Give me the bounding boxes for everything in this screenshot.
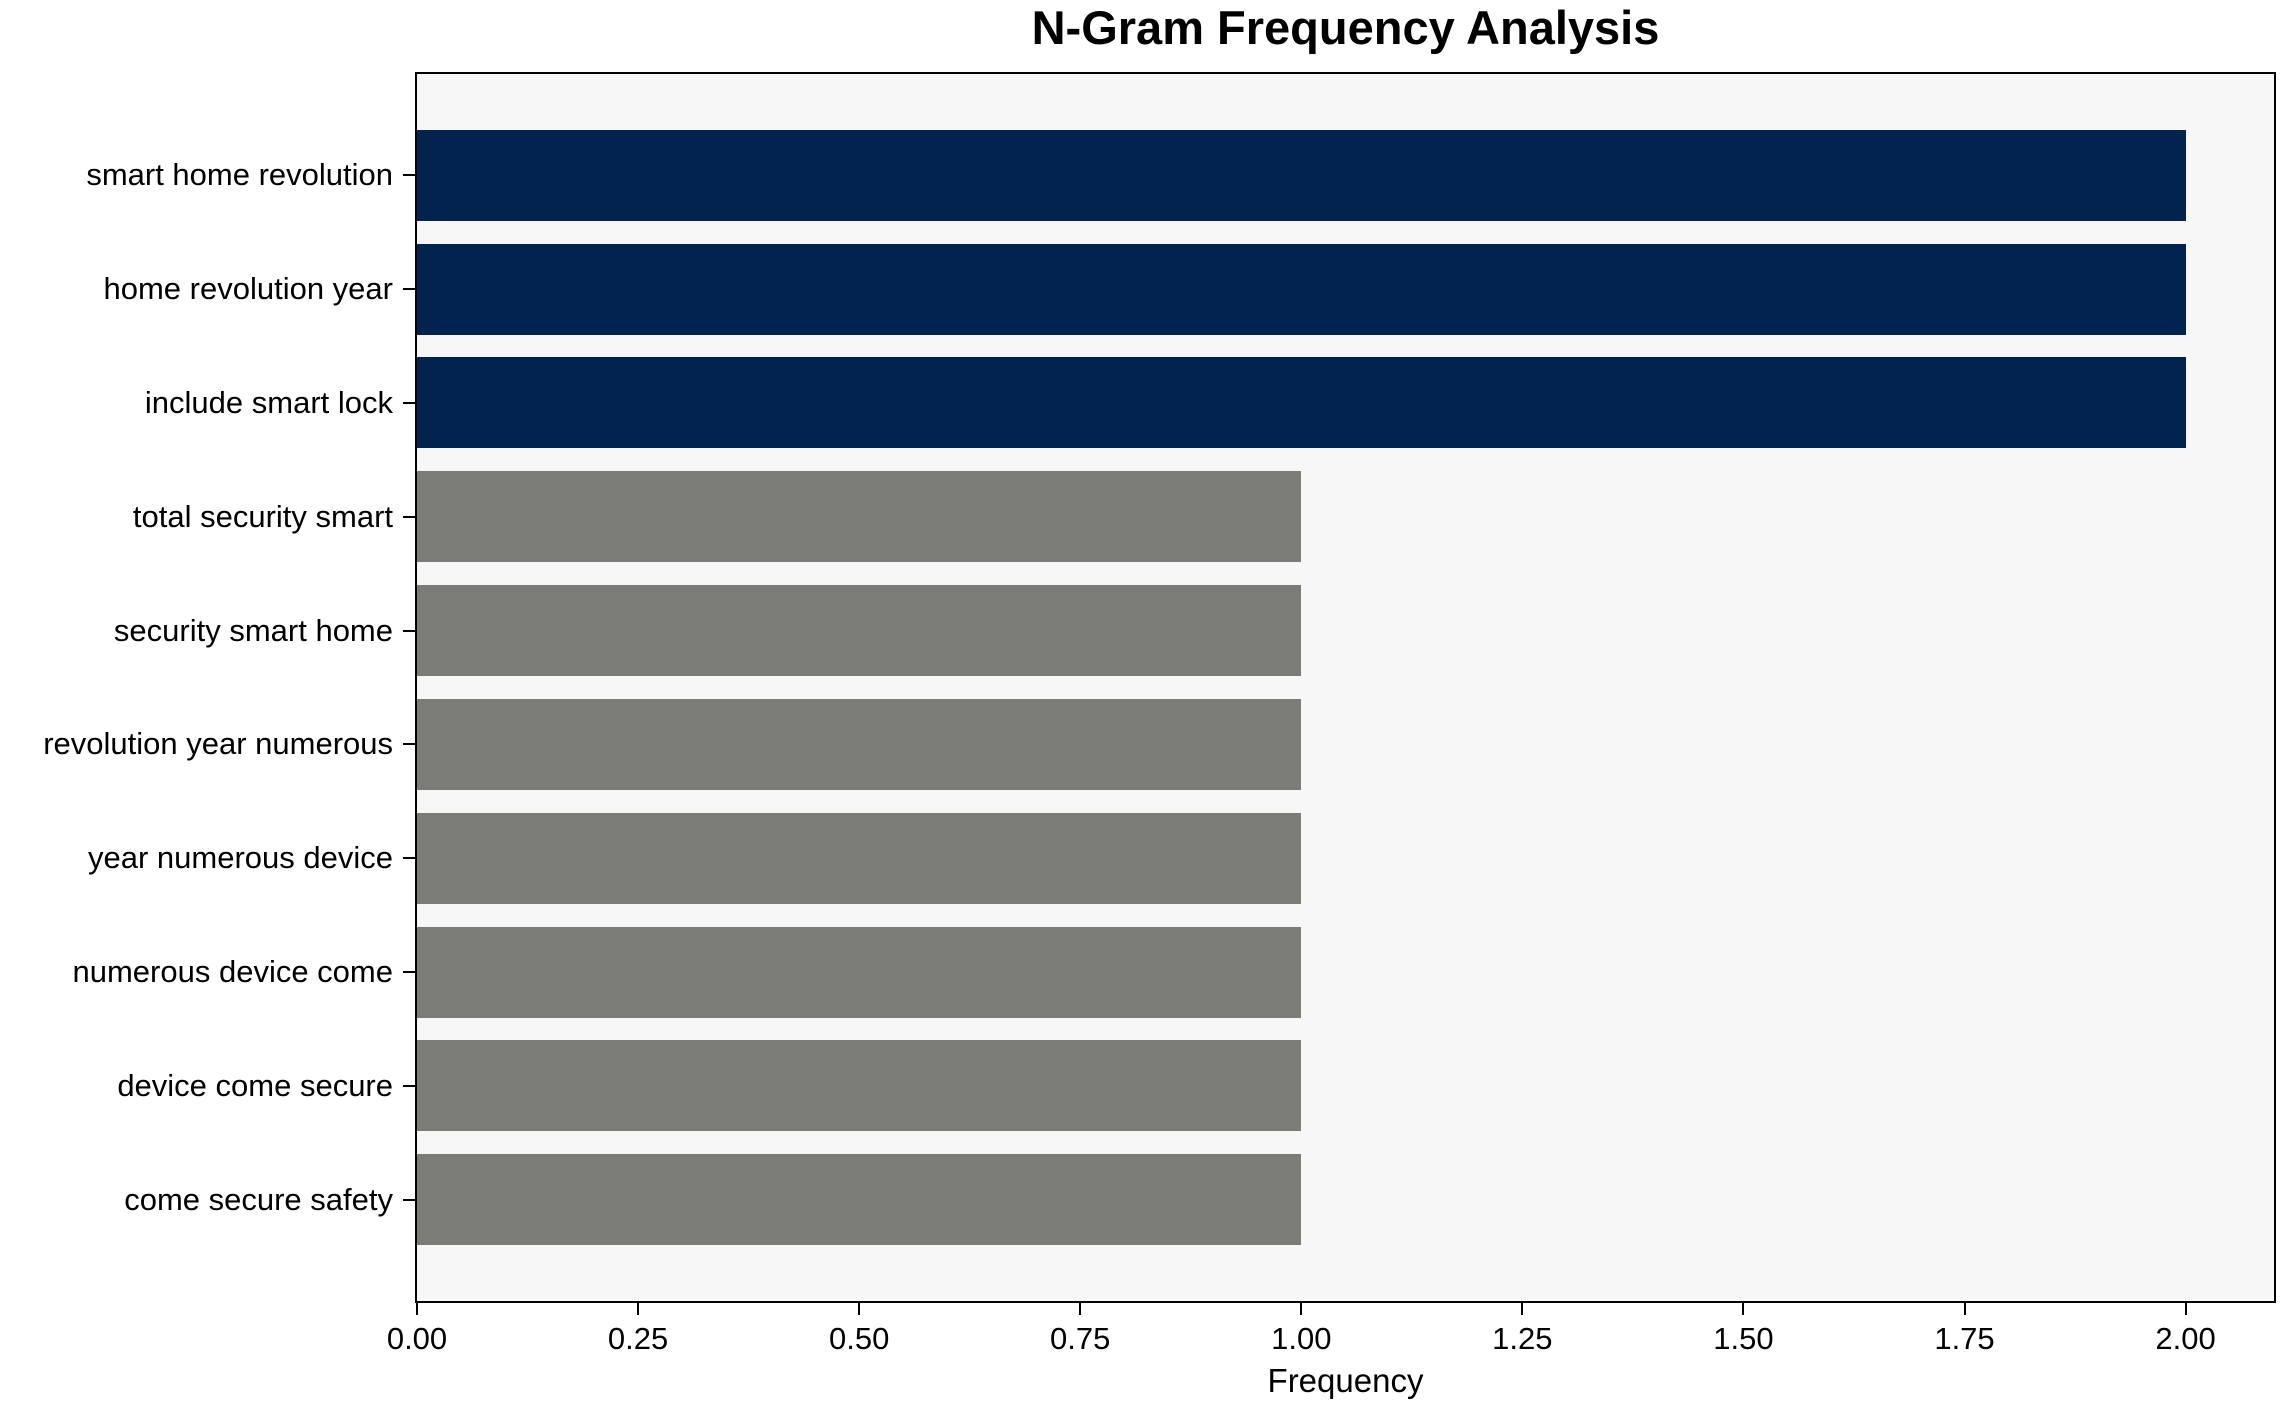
x-tick-label: 0.00 bbox=[386, 1321, 448, 1356]
y-tick-mark bbox=[403, 288, 415, 291]
x-tick-mark bbox=[637, 1303, 640, 1315]
y-tick-mark bbox=[403, 971, 415, 974]
y-axis-category-label: smart home revolution bbox=[86, 157, 393, 193]
y-tick-mark bbox=[403, 1198, 415, 1201]
y-axis-category-label: numerous device come bbox=[72, 954, 394, 990]
y-tick-mark bbox=[403, 743, 415, 746]
y-tick-mark bbox=[403, 515, 415, 518]
bar bbox=[417, 926, 1302, 1018]
x-tick-label: 1.00 bbox=[1271, 1321, 1332, 1356]
x-tick-label: 1.75 bbox=[1934, 1321, 1995, 1356]
x-tick-label: 0.75 bbox=[1050, 1321, 1111, 1356]
x-tick-mark bbox=[2184, 1303, 2187, 1315]
y-tick-mark bbox=[403, 1084, 415, 1087]
y-axis-category-label: security smart home bbox=[113, 612, 393, 648]
y-axis-category-label: home revolution year bbox=[103, 271, 394, 307]
y-tick-mark bbox=[403, 174, 415, 177]
x-tick-label: 1.25 bbox=[1492, 1321, 1553, 1356]
y-axis-category-label: year numerous device bbox=[88, 840, 393, 876]
y-tick-mark bbox=[403, 857, 415, 860]
y-tick-mark bbox=[403, 629, 415, 632]
bar bbox=[417, 1154, 1302, 1246]
x-tick-mark bbox=[1079, 1303, 1082, 1315]
x-tick-mark bbox=[1963, 1303, 1966, 1315]
bar bbox=[417, 585, 1302, 677]
plot-area bbox=[415, 72, 2276, 1303]
x-tick-mark bbox=[1300, 1303, 1303, 1315]
bar bbox=[417, 129, 2186, 221]
chart-title: N-Gram Frequency Analysis bbox=[1031, 1, 1660, 54]
x-axis-label: Frequency bbox=[1267, 1362, 1424, 1399]
x-tick-mark bbox=[858, 1303, 861, 1315]
bar bbox=[417, 471, 1302, 563]
x-tick-mark bbox=[416, 1303, 418, 1315]
y-tick-mark bbox=[403, 401, 415, 404]
y-axis-category-label: revolution year numerous bbox=[43, 726, 393, 762]
bar bbox=[417, 357, 2186, 449]
x-tick-label: 0.25 bbox=[607, 1321, 669, 1356]
bar bbox=[417, 243, 2186, 335]
x-tick-mark bbox=[1521, 1303, 1524, 1315]
y-axis-category-label: total security smart bbox=[132, 498, 393, 534]
y-axis-category-label: device come secure bbox=[117, 1067, 393, 1103]
x-tick-label: 0.50 bbox=[828, 1321, 890, 1356]
bar bbox=[417, 812, 1302, 904]
bar bbox=[417, 1040, 1302, 1132]
x-tick-mark bbox=[1742, 1303, 1745, 1315]
bar bbox=[417, 698, 1302, 790]
x-tick-label: 2.00 bbox=[2155, 1321, 2216, 1356]
y-axis-category-label: come secure safety bbox=[124, 1181, 393, 1217]
x-tick-label: 1.50 bbox=[1713, 1321, 1774, 1356]
y-axis-category-label: include smart lock bbox=[144, 384, 393, 420]
